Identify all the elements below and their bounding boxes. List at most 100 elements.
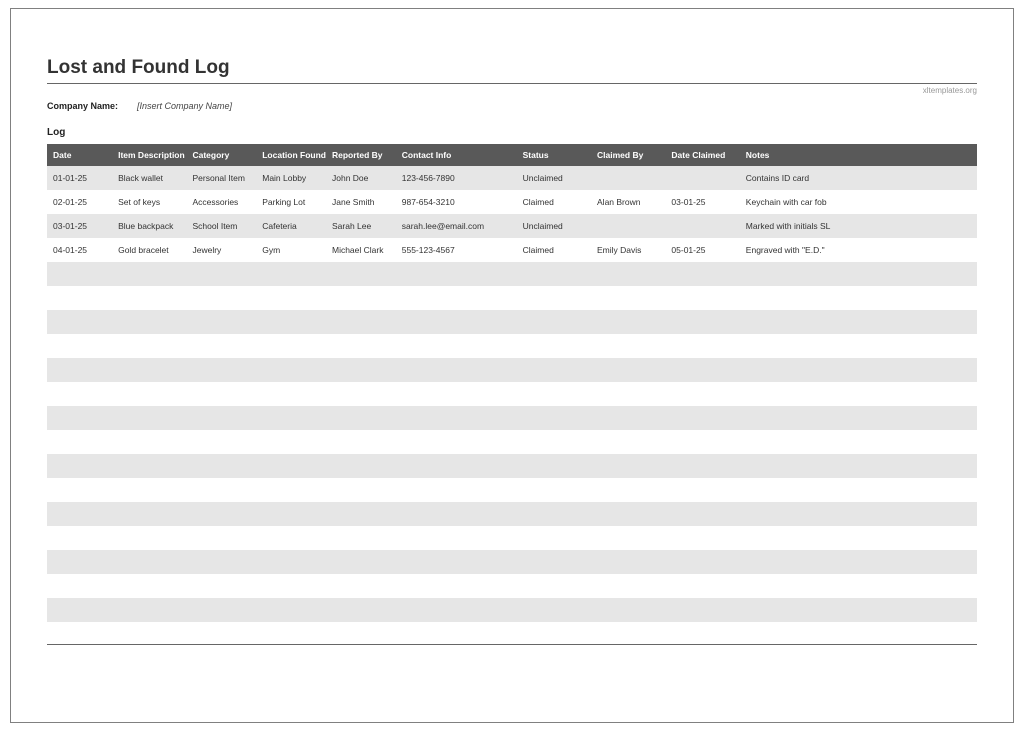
table-cell-empty: [326, 478, 396, 502]
table-cell-empty: [186, 478, 256, 502]
table-cell-empty: [591, 430, 665, 454]
table-cell-empty: [740, 598, 977, 622]
table-cell-empty: [740, 526, 977, 550]
table-cell: 05-01-25: [665, 238, 739, 262]
table-cell-empty: [326, 382, 396, 406]
table-cell-empty: [186, 262, 256, 286]
table-cell-empty: [591, 358, 665, 382]
table-cell-empty: [740, 382, 977, 406]
table-row-empty: [47, 430, 977, 454]
table-cell-empty: [47, 286, 112, 310]
table-cell-empty: [326, 454, 396, 478]
table-cell-empty: [186, 550, 256, 574]
table-cell-empty: [591, 382, 665, 406]
table-cell: 01-01-25: [47, 166, 112, 190]
table-cell-empty: [591, 502, 665, 526]
table-cell-empty: [186, 598, 256, 622]
bottom-rule: [47, 644, 977, 645]
table-cell-empty: [396, 406, 517, 430]
table-row: 01-01-25Black walletPersonal ItemMain Lo…: [47, 166, 977, 190]
title-rule: [47, 83, 977, 84]
col-header: Item Description: [112, 144, 186, 166]
company-value: [Insert Company Name]: [137, 101, 232, 111]
table-cell-empty: [186, 382, 256, 406]
table-cell-empty: [517, 526, 591, 550]
table-cell-empty: [112, 262, 186, 286]
table-row-empty: [47, 406, 977, 430]
table-cell-empty: [591, 334, 665, 358]
table-cell: Jewelry: [186, 238, 256, 262]
table-cell-empty: [256, 454, 326, 478]
table-cell-empty: [256, 550, 326, 574]
table-cell: Black wallet: [112, 166, 186, 190]
table-cell-empty: [256, 382, 326, 406]
table-cell-empty: [112, 550, 186, 574]
table-cell-empty: [591, 310, 665, 334]
table-cell-empty: [326, 598, 396, 622]
table-cell-empty: [326, 526, 396, 550]
table-cell-empty: [396, 502, 517, 526]
table-cell-empty: [396, 382, 517, 406]
table-row-empty: [47, 334, 977, 358]
table-cell-empty: [326, 406, 396, 430]
table-row-empty: [47, 382, 977, 406]
table-cell-empty: [517, 358, 591, 382]
table-row: 03-01-25Blue backpackSchool ItemCafeteri…: [47, 214, 977, 238]
table-cell-empty: [47, 334, 112, 358]
table-cell: Contains ID card: [740, 166, 977, 190]
table-cell-empty: [326, 286, 396, 310]
table-cell-empty: [47, 502, 112, 526]
table-cell-empty: [112, 310, 186, 334]
table-cell-empty: [256, 430, 326, 454]
table-cell-empty: [112, 406, 186, 430]
table-cell-empty: [665, 382, 739, 406]
table-body: 01-01-25Black walletPersonal ItemMain Lo…: [47, 166, 977, 622]
col-header: Status: [517, 144, 591, 166]
page-title: Lost and Found Log: [47, 57, 977, 79]
table-cell-empty: [591, 526, 665, 550]
table-cell-empty: [112, 430, 186, 454]
table-cell-empty: [326, 502, 396, 526]
company-row: Company Name: [Insert Company Name]: [47, 101, 977, 111]
table-cell: Jane Smith: [326, 190, 396, 214]
table-cell: 04-01-25: [47, 238, 112, 262]
table-cell-empty: [740, 262, 977, 286]
table-row-empty: [47, 502, 977, 526]
table-cell-empty: [112, 286, 186, 310]
table-cell-empty: [47, 406, 112, 430]
table-cell-empty: [591, 478, 665, 502]
company-label: Company Name:: [47, 101, 137, 111]
table-cell-empty: [740, 574, 977, 598]
col-header: Notes: [740, 144, 977, 166]
table-cell: 02-01-25: [47, 190, 112, 214]
table-cell-empty: [591, 574, 665, 598]
table-cell-empty: [326, 358, 396, 382]
table-cell-empty: [326, 334, 396, 358]
table-cell-empty: [396, 478, 517, 502]
table-cell: Keychain with car fob: [740, 190, 977, 214]
table-cell-empty: [186, 334, 256, 358]
table-cell-empty: [112, 502, 186, 526]
table-cell-empty: [665, 430, 739, 454]
col-header: Location Found: [256, 144, 326, 166]
table-row-empty: [47, 286, 977, 310]
table-cell-empty: [47, 550, 112, 574]
table-cell-empty: [591, 406, 665, 430]
table-cell-empty: [186, 430, 256, 454]
table-cell-empty: [591, 598, 665, 622]
table-cell-empty: [186, 286, 256, 310]
table-cell-empty: [396, 430, 517, 454]
table-cell-empty: [256, 262, 326, 286]
table-cell-empty: [517, 478, 591, 502]
table-cell-empty: [665, 598, 739, 622]
table-cell-empty: [186, 502, 256, 526]
table-row-empty: [47, 262, 977, 286]
table-cell-empty: [665, 478, 739, 502]
table-cell: Personal Item: [186, 166, 256, 190]
table-cell-empty: [665, 286, 739, 310]
table-cell-empty: [47, 526, 112, 550]
table-cell: School Item: [186, 214, 256, 238]
table-cell-empty: [186, 526, 256, 550]
table-cell-empty: [591, 454, 665, 478]
table-cell-empty: [396, 574, 517, 598]
